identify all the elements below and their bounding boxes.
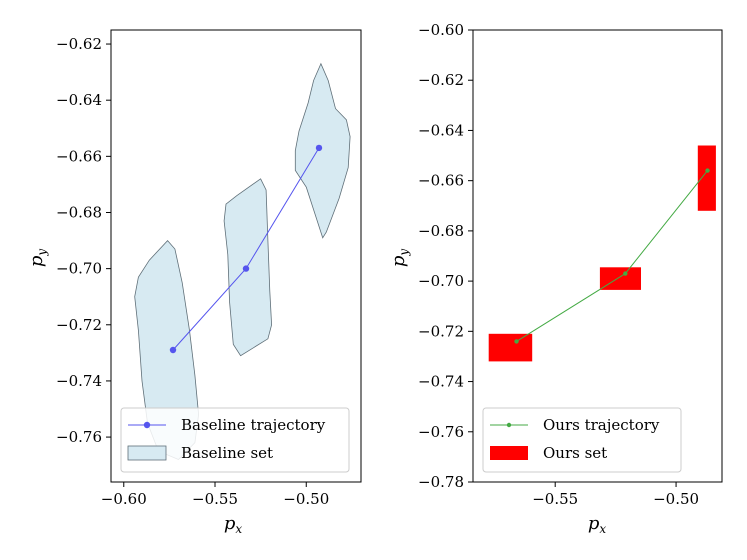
left-legend-marker-swatch	[143, 421, 151, 429]
y-tick-label: −0.72	[56, 316, 102, 334]
ours-trajectory-line	[516, 170, 708, 342]
ours-set-box-3	[697, 145, 716, 211]
y-tick-label: −0.74	[418, 373, 464, 391]
baseline-trajectory-point-1	[169, 346, 177, 354]
right-y-ticks: −0.60 −0.62 −0.64 −0.66 −0.68 −0.70 −0.72 −0.74…	[418, 21, 473, 491]
y-tick-label: −0.62	[418, 71, 464, 89]
right-legend-box	[482, 407, 682, 473]
y-tick-label: −0.70	[56, 260, 102, 278]
y-tick-label: −0.76	[418, 423, 464, 441]
left-x-axis-label: px	[224, 513, 243, 536]
ours-trajectory-point-3	[705, 168, 710, 173]
y-tick-label: −0.72	[418, 322, 464, 340]
y-tick-label: −0.62	[56, 35, 102, 53]
baseline-trajectory-point-2	[242, 265, 250, 272]
y-tick-label: −0.66	[418, 172, 464, 190]
y-tick-label: −0.64	[418, 121, 464, 139]
right-legend-marker-swatch	[506, 422, 512, 428]
left-x-ticks: −0.60 −0.55 −0.50	[101, 482, 329, 508]
right-x-axis-label: px	[588, 513, 607, 536]
left-y-axis-label: py	[26, 249, 49, 268]
baseline-trajectory-point-3	[315, 144, 323, 152]
right-legend: Ours trajectory Ours set	[482, 407, 682, 473]
left-legend-box	[120, 407, 350, 473]
ours-sets	[488, 145, 716, 362]
ours-trajectory-point-2	[623, 271, 628, 276]
right-legend-label-trajectory: Ours trajectory	[543, 416, 660, 434]
left-legend-label-set: Baseline set	[181, 444, 273, 462]
y-tick-label: −0.76	[56, 428, 102, 446]
right-x-ticks: −0.55 −0.50	[532, 482, 699, 508]
y-tick-label: −0.68	[418, 222, 464, 240]
y-tick-label: −0.66	[56, 147, 102, 165]
y-tick-label: −0.64	[56, 91, 102, 109]
x-tick-label: −0.50	[283, 490, 329, 508]
x-tick-label: −0.50	[653, 490, 699, 508]
y-tick-label: −0.70	[418, 272, 464, 290]
left-legend-label-trajectory: Baseline trajectory	[181, 416, 326, 434]
baseline-sets	[134, 62, 351, 460]
x-tick-label: −0.55	[192, 490, 238, 508]
left-legend: Baseline trajectory Baseline set	[120, 407, 350, 473]
right-legend-set-swatch	[490, 446, 528, 460]
ours-trajectory-point-1	[514, 339, 519, 344]
y-tick-label: −0.68	[56, 203, 102, 221]
ours-set-box-2	[599, 267, 641, 290]
right-y-axis-label: py	[388, 249, 411, 268]
left-plot-frame	[110, 29, 362, 483]
right-legend-label-set: Ours set	[543, 444, 607, 462]
x-tick-label: −0.55	[532, 490, 578, 508]
x-tick-label: −0.60	[101, 490, 147, 508]
y-tick-label: −0.74	[56, 372, 102, 390]
right-panel: −0.55 −0.50 −0.60 −0.62 −0.64 −0.66 −0.68 −0.7…	[388, 21, 723, 536]
left-y-ticks: −0.62 −0.64 −0.66 −0.68 −0.70 −0.72 −0.74 −0.76	[56, 35, 111, 446]
y-tick-label: −0.78	[418, 473, 464, 491]
left-panel: −0.60 −0.55 −0.50 −0.62 −0.64 −0.66 −0.68 −0.7…	[26, 29, 362, 536]
baseline-set-region-3	[294, 62, 351, 239]
y-tick-label: −0.60	[418, 21, 464, 39]
right-plot-frame	[472, 29, 723, 483]
ours-set-box-1	[488, 333, 533, 362]
left-legend-set-swatch	[127, 445, 167, 461]
ours-trajectory-points	[514, 168, 710, 344]
baseline-trajectory-points	[169, 144, 323, 354]
